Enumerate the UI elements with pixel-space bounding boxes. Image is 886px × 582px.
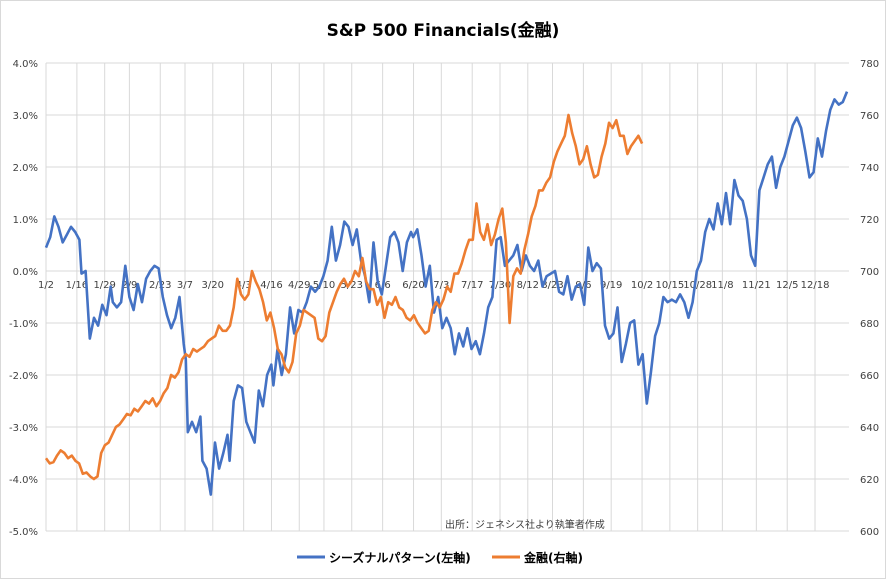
left-tick-label: -5.0%	[9, 527, 38, 538]
right-tick-label: 760	[860, 111, 879, 122]
left-tick-label: -1.0%	[9, 319, 38, 330]
x-tick-label: 12/5	[776, 280, 798, 291]
right-tick-label: 720	[860, 215, 879, 226]
x-tick-label: 4/29	[288, 280, 310, 291]
series-seasonal-line	[44, 91, 849, 496]
right-tick-label: 600	[860, 527, 879, 538]
x-tick-label: 8/12	[517, 280, 539, 291]
left-tick-label: -2.0%	[9, 371, 38, 382]
x-tick-label: 10/15	[655, 280, 684, 291]
right-tick-label: 740	[860, 163, 879, 174]
x-tick-label: 3/20	[202, 280, 224, 291]
left-tick-label: 3.0%	[13, 111, 38, 122]
x-tick-label: 5/10	[313, 280, 335, 291]
x-tick-label: 6/20	[402, 280, 424, 291]
right-tick-label: 620	[860, 475, 879, 486]
left-tick-label: -4.0%	[9, 475, 38, 486]
x-tick-label: 5/23	[341, 280, 363, 291]
x-tick-label: 7/17	[461, 280, 483, 291]
legend-label-seasonal: シーズナルパターン(左軸)	[329, 550, 471, 565]
left-axis-ticks: -5.0% -4.0% -3.0% -2.0% -1.0% 0.0% 1.0% 2.0% 3.0…	[9, 59, 38, 538]
x-tick-label: 1/16	[66, 280, 88, 291]
x-tick-label: 8/23	[541, 280, 563, 291]
left-tick-label: 1.0%	[13, 215, 38, 226]
series-financials-line	[44, 113, 644, 481]
x-tick-label: 4/3	[236, 280, 252, 291]
x-tick-label: 11/8	[711, 280, 733, 291]
x-tick-label: 10/2	[631, 280, 653, 291]
left-tick-label: -3.0%	[9, 423, 38, 434]
series-lines	[44, 91, 849, 496]
x-tick-label: 3/7	[177, 280, 193, 291]
right-tick-label: 780	[860, 59, 879, 70]
legend-label-financials: 金融(右軸)	[523, 550, 583, 565]
legend: シーズナルパターン(左軸) 金融(右軸)	[297, 550, 583, 565]
grid-lines	[45, 62, 849, 532]
x-tick-label: 7/3	[433, 280, 449, 291]
left-tick-label: 2.0%	[13, 163, 38, 174]
x-axis-ticks: 1/2 1/16 1/29 2/9 2/23 3/7 3/20 4/3 4/16 4/29 5/10…	[38, 280, 829, 291]
right-tick-label: 680	[860, 319, 879, 330]
right-axis-ticks: 600 620 640 660 680 700 720 740 760 780	[860, 59, 879, 538]
left-tick-label: 4.0%	[13, 59, 38, 70]
x-tick-label: 9/6	[575, 280, 591, 291]
left-tick-label: 0.0%	[13, 267, 38, 278]
right-tick-label: 660	[860, 371, 879, 382]
x-tick-label: 12/18	[801, 280, 830, 291]
x-tick-label: 7/30	[489, 280, 511, 291]
x-tick-label: 9/19	[600, 280, 622, 291]
source-note: 出所：ジェネシス社より執筆者作成	[445, 518, 605, 531]
right-tick-label: 700	[860, 267, 879, 278]
x-tick-label: 11/21	[742, 280, 771, 291]
x-tick-label: 4/16	[260, 280, 282, 291]
right-tick-label: 640	[860, 423, 879, 434]
chart-title: S&P 500 Financials(金融)	[327, 20, 560, 41]
x-tick-label: 1/29	[93, 280, 115, 291]
x-tick-label: 2/9	[121, 280, 137, 291]
x-tick-label: 1/2	[38, 280, 54, 291]
x-tick-label: 10/28	[683, 280, 712, 291]
